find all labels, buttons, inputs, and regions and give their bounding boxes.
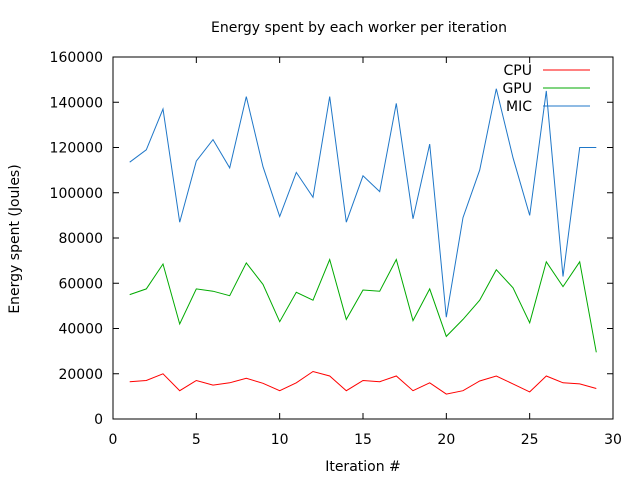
legend-label-mic: MIC xyxy=(506,99,532,115)
series-line-mic xyxy=(129,88,597,318)
x-tick-label: 0 xyxy=(109,432,118,448)
x-tick-label: 15 xyxy=(354,432,372,448)
plot-border xyxy=(112,56,614,420)
x-tick-label: 5 xyxy=(192,432,201,448)
y-tick-label: 40000 xyxy=(58,322,103,338)
y-axis: 0 20000 40000 60000 80000 100000 120000 140000 1… xyxy=(50,50,613,428)
chart-title: Energy spent by each worker per iteratio… xyxy=(211,20,507,36)
y-tick-label: 140000 xyxy=(50,95,103,111)
x-axis: 0 5 10 15 20 25 30 xyxy=(109,57,622,448)
y-tick-label: 60000 xyxy=(58,276,103,292)
y-tick-label: 0 xyxy=(94,412,103,428)
legend: CPU GPU MIC xyxy=(502,63,590,115)
x-tick-label: 10 xyxy=(271,432,289,448)
x-tick-label: 30 xyxy=(604,432,622,448)
series-line-cpu xyxy=(129,370,597,395)
y-tick-label: 160000 xyxy=(50,50,103,66)
legend-label-gpu: GPU xyxy=(502,81,532,97)
x-axis-label: Iteration # xyxy=(325,459,401,475)
series-lines xyxy=(129,88,597,395)
legend-label-cpu: CPU xyxy=(504,63,532,79)
plot-frame xyxy=(112,56,614,420)
x-tick-label: 20 xyxy=(437,432,455,448)
y-tick-label: 20000 xyxy=(58,367,103,383)
x-tick-label: 25 xyxy=(521,432,539,448)
y-tick-label: 120000 xyxy=(50,141,103,157)
y-axis-label: Energy spent (Joules) xyxy=(7,164,23,313)
y-tick-label: 80000 xyxy=(58,231,103,247)
y-tick-label: 100000 xyxy=(50,186,103,202)
series-line-gpu xyxy=(129,257,597,353)
